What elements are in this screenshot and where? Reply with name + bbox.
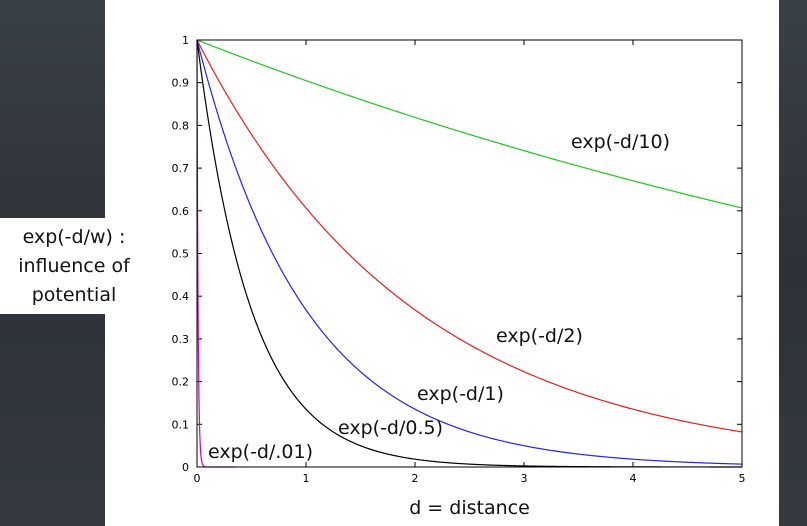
series-line (196, 39, 743, 433)
x-tick-label: 5 (739, 472, 746, 485)
y-axis-label-box: exp(-d/w) : influence of potential (0, 218, 148, 314)
x-tick-label: 3 (521, 472, 528, 485)
y-tick-label: 0.1 (172, 418, 190, 431)
series-annotation: exp(-d/.01) (208, 441, 313, 463)
y-tick-label: 0.6 (172, 205, 190, 218)
tick-layer: 0 1 2 3 4 5 0 0.1 0.2 0.3 0.4 0.5 0.6 0.7 0.8 0.9 1 (172, 34, 746, 485)
y-tick-label: 0.4 (172, 290, 190, 303)
series-annotation: exp(-d/2) (496, 325, 583, 347)
y-tick-label: 0.8 (172, 119, 190, 132)
series-line (196, 39, 743, 465)
x-tick-label: 4 (630, 472, 637, 485)
series-line (196, 39, 236, 468)
x-tick-label: 2 (412, 472, 419, 485)
annotation-layer: exp(-d/10) exp(-d/2) exp(-d/1) exp(-d/0.5) e… (208, 131, 670, 463)
x-axis-label: d = distance (409, 497, 530, 519)
y-tick-label: 0.5 (172, 248, 190, 261)
series-annotation: exp(-d/1) (417, 383, 504, 405)
series-annotation: exp(-d/10) (571, 131, 670, 153)
y-tick-label: 0.7 (172, 162, 190, 175)
background-right (779, 0, 807, 526)
x-tick-label: 0 (194, 472, 201, 485)
axes-frame (196, 39, 743, 468)
y-tick-label: 1 (182, 34, 189, 47)
slide-area (105, 0, 779, 526)
y-tick-label: 0.3 (172, 333, 190, 346)
y-tick-label: 0.9 (172, 77, 190, 90)
y-tick-label: 0 (182, 461, 189, 474)
y-axis-label: exp(-d/w) : influence of potential (18, 225, 130, 306)
series-line (196, 39, 743, 209)
series-annotation: exp(-d/0.5) (338, 417, 443, 439)
y-tick-label: 0.2 (172, 376, 190, 389)
x-tick-label: 1 (303, 472, 310, 485)
